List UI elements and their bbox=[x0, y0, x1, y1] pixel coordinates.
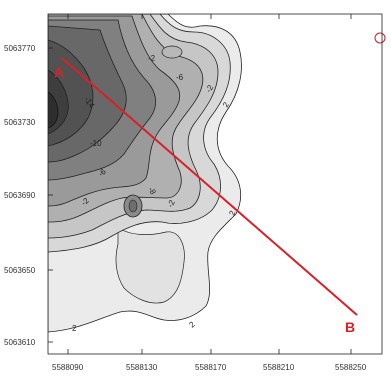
contour-label: 2 bbox=[221, 100, 231, 109]
y-tick-label: 5063690 bbox=[4, 191, 36, 200]
contour-label: -2 bbox=[204, 83, 216, 94]
profile-start-label: A bbox=[54, 64, 64, 80]
contour-label: -10 bbox=[90, 139, 102, 148]
contour-labels: -2 -6 -14 -10 -6 -2 2 -8 -2 -2 2 2 2 bbox=[72, 54, 238, 333]
x-tick-label: 5588250 bbox=[335, 363, 367, 372]
contour-label: -6 bbox=[176, 73, 184, 82]
contour-layer bbox=[48, 14, 242, 333]
x-axis-labels: 5588090 5588130 5588170 5588210 5588250 bbox=[52, 363, 367, 372]
contour-lower-lobe bbox=[115, 227, 185, 304]
contour-label: -6 bbox=[97, 167, 109, 179]
y-axis-labels: 5063770 5063730 5063690 5063650 5063610 bbox=[4, 44, 36, 347]
x-tick-label: 5588130 bbox=[126, 363, 158, 372]
y-tick-label: 5063770 bbox=[4, 44, 36, 53]
contour-label: 2 bbox=[227, 209, 237, 217]
marker-circle-icon bbox=[374, 32, 386, 44]
contour-label: 2 bbox=[188, 319, 198, 329]
contour-label: -2 bbox=[80, 196, 92, 208]
x-tick-label: 5588170 bbox=[195, 363, 227, 372]
contour-label: -2 bbox=[166, 198, 177, 209]
contour-small-upper bbox=[161, 45, 183, 59]
profile-line-ab bbox=[61, 57, 358, 316]
contour-label: -2 bbox=[148, 54, 156, 63]
y-tick-label: 5063730 bbox=[4, 118, 36, 127]
y-tick-label: 5063610 bbox=[4, 338, 36, 347]
frame-ticks bbox=[48, 14, 352, 354]
contour-minus-10-small bbox=[128, 199, 138, 213]
contour-label: 2 bbox=[72, 324, 77, 333]
contour-minus-18 bbox=[48, 91, 59, 129]
x-tick-label: 5588090 bbox=[52, 363, 84, 372]
profile-end-label: B bbox=[345, 319, 355, 335]
y-tick-label: 5063650 bbox=[4, 266, 36, 275]
contour-label: -8 bbox=[146, 186, 158, 197]
map-frame-border bbox=[47, 13, 383, 355]
x-tick-label: 5588210 bbox=[263, 363, 295, 372]
